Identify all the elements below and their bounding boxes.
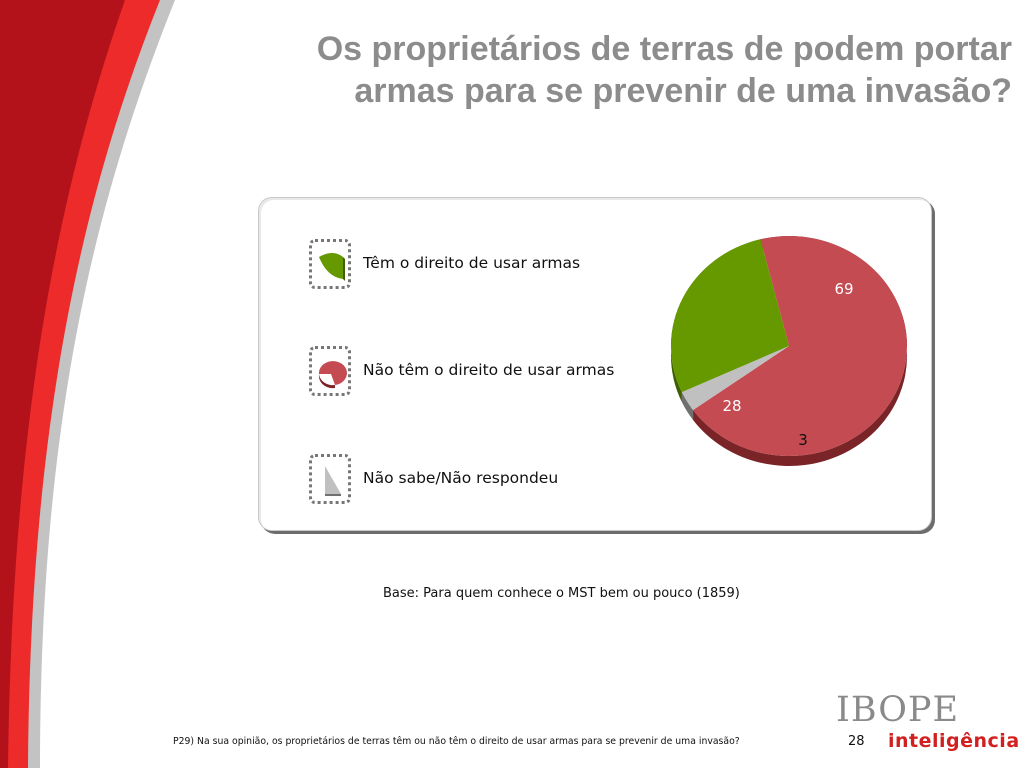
page-title: Os proprietários de terras de podem port… [132,28,1012,112]
legend-label-nao-sabe: Não sabe/Não respondeu [363,469,559,487]
logo-ibope-text: IBOPE [836,690,959,730]
pie-slice-2 [681,346,789,411]
legend-swatch-green-icon [309,239,351,289]
page-number: 28 [848,734,865,749]
pie-slice-1 [693,236,907,456]
base-note: Base: Para quem conhece o MST bem ou pou… [383,586,740,601]
legend-label-nao-tem-direito: Não têm o direito de usar armas [363,361,615,379]
title-line-1: Os proprietários de terras de podem port… [316,30,1012,68]
title-line-2: armas para se prevenir de uma invasão? [354,72,1012,110]
pie-data-label-1: 69 [834,280,853,298]
pie-slice-side-2 [681,392,694,421]
legend-label-tem-direito: Têm o direito de usar armas [363,254,581,272]
question-footnote: P29) Na sua opinião, os proprietários de… [173,736,740,747]
chart-panel: Têm o direito de usar armas Não têm o di… [258,197,932,531]
pie-data-label-2: 3 [798,431,808,449]
logo-inteligencia-text: inteligência [888,730,1020,752]
ibope-logo: IBOPE inteligência [836,690,1019,760]
pie-slice-0 [671,239,789,393]
pie-chart: 69 3 28 [671,236,907,466]
legend-swatch-gray-icon [309,454,351,504]
pie-data-label-0: 28 [722,397,741,415]
legend-swatch-red-icon [309,346,351,396]
background-swoosh [0,0,175,768]
